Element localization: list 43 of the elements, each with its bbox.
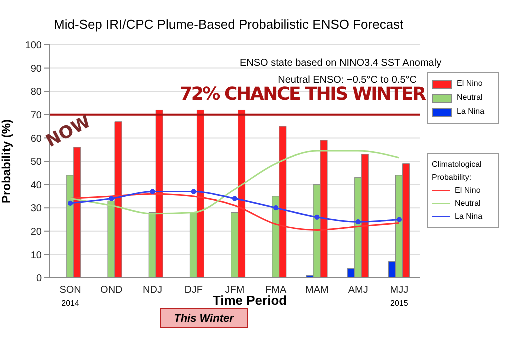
point bbox=[356, 220, 361, 225]
y-tick-label: 20 bbox=[30, 226, 42, 238]
point bbox=[314, 214, 320, 220]
annotation: Neutral ENSO: −0.5°C to 0.5°C bbox=[277, 75, 417, 86]
y-tick-label: 90 bbox=[30, 64, 42, 75]
y-tick-label: 80 bbox=[30, 87, 42, 98]
line-series bbox=[70, 150, 400, 215]
y-tick-label: 0 bbox=[36, 274, 42, 285]
legend-label: El Nino bbox=[454, 185, 482, 197]
x-tick-label: AMJ bbox=[348, 285, 368, 296]
point bbox=[150, 189, 156, 194]
point bbox=[232, 196, 238, 202]
point bbox=[68, 200, 74, 206]
y-tick-label: 40 bbox=[30, 180, 42, 192]
y-tick-label: 50 bbox=[30, 157, 42, 168]
legend-label: Neutral bbox=[454, 198, 482, 210]
y-tick-label: 100 bbox=[25, 40, 42, 52]
legend-label: La Nina bbox=[456, 106, 486, 118]
y-tick-label: 30 bbox=[30, 204, 42, 215]
text: 2014 bbox=[60, 299, 80, 308]
point bbox=[274, 206, 279, 211]
x-tick-label: MAM bbox=[306, 285, 329, 296]
annotation: 72% CHANCE THIS WINTER bbox=[180, 84, 426, 105]
point bbox=[191, 189, 196, 194]
x-tick-label: DJF bbox=[184, 285, 204, 296]
text: 2015 bbox=[390, 299, 410, 308]
legend-title: Climatological Probability: bbox=[432, 159, 483, 184]
point bbox=[396, 217, 402, 222]
x-tick-label: NDJ bbox=[143, 285, 163, 296]
legend-label: El Nino bbox=[456, 78, 484, 90]
x-tick-label: OND bbox=[100, 285, 123, 296]
y-tick-label: 60 bbox=[30, 134, 42, 145]
point bbox=[109, 196, 114, 202]
y-axis-title: Probability (%) bbox=[0, 119, 14, 204]
chart-title: Mid-Sep IRI/CPC Plume-Based Probabilistic ENSO Forecast bbox=[54, 17, 404, 32]
legend-label: La Nina bbox=[454, 211, 484, 223]
legend-label: Neutral bbox=[456, 92, 484, 104]
annotation: ENSO state based on NINO3.4 SST Anomaly bbox=[240, 58, 442, 69]
text: This Winter bbox=[160, 308, 248, 328]
x-tick-label: MJJ bbox=[390, 285, 409, 296]
x-tick-label: SON bbox=[60, 285, 82, 296]
y-tick-label: 70 bbox=[30, 110, 42, 122]
y-tick-label: 10 bbox=[30, 250, 42, 262]
